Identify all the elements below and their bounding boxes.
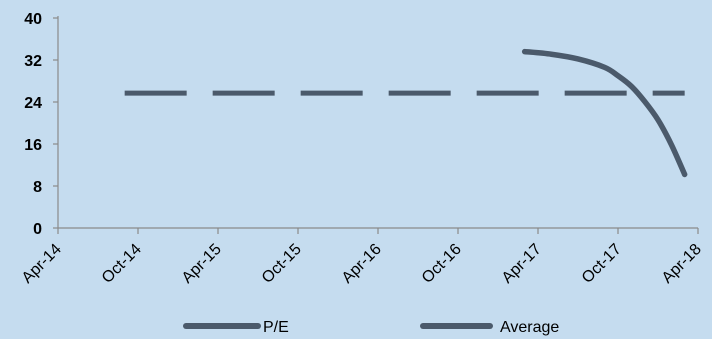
x-tick-label: Apr-18 <box>659 241 705 287</box>
legend-label-average: Average <box>500 319 559 336</box>
x-tick-label: Oct-15 <box>259 241 305 287</box>
x-tick-label: Oct-16 <box>419 241 465 287</box>
y-tick-label: 24 <box>24 95 42 112</box>
y-tick-label: 32 <box>24 53 42 70</box>
x-tick-label: Apr-17 <box>499 241 545 287</box>
x-tick-label: Oct-17 <box>579 241 625 287</box>
series-line-pe <box>521 48 688 178</box>
y-tick-label: 8 <box>33 179 42 196</box>
x-tick-label: Apr-14 <box>19 241 65 287</box>
x-tick-label: Apr-16 <box>339 241 385 287</box>
legend-label-pe: P/E <box>263 319 289 336</box>
y-tick-label: 40 <box>24 11 42 28</box>
y-tick-label: 0 <box>33 221 42 238</box>
x-tick-label: Apr-15 <box>179 241 225 287</box>
x-tick-label: Oct-14 <box>99 241 145 287</box>
y-tick-label: 16 <box>24 137 42 154</box>
